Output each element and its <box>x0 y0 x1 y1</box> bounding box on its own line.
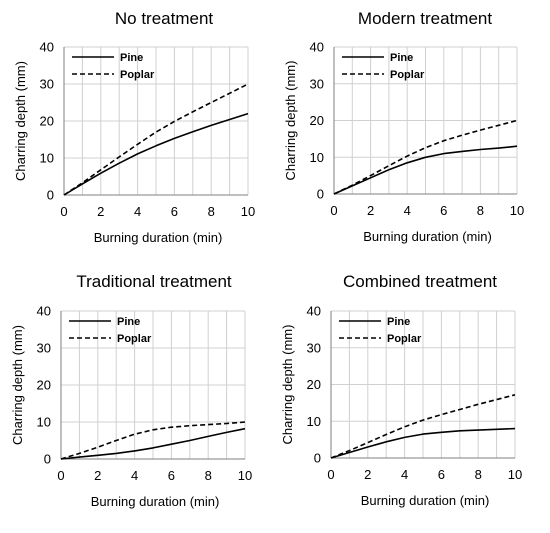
y-tick-label: 30 <box>310 76 324 91</box>
x-tick-label: 0 <box>330 203 337 218</box>
legend-label-pine: Pine <box>390 52 413 64</box>
y-tick-label: 20 <box>37 378 51 393</box>
y-tick-label: 0 <box>314 451 321 466</box>
x-tick-label: 8 <box>208 204 215 219</box>
chart-panel-4: 0 10 20 30 40 0 2 4 6 8 10 Pine Poplar Combined treat… <box>280 272 522 508</box>
x-tick-label: 10 <box>510 203 524 218</box>
x-tick-label: 2 <box>94 468 101 483</box>
x-tick-label: 2 <box>97 204 104 219</box>
x-tick-label: 6 <box>438 467 445 482</box>
x-tick-label: 4 <box>401 467 408 482</box>
x-tick-label: 6 <box>168 468 175 483</box>
y-tick-label: 10 <box>307 414 321 429</box>
y-tick-label: 30 <box>307 340 321 355</box>
series-line-pine <box>60 427 246 460</box>
x-tick-label: 0 <box>60 204 67 219</box>
series-line-poplar <box>333 119 518 195</box>
legend-label-pine: Pine <box>387 316 410 328</box>
y-tick-label: 10 <box>37 415 51 430</box>
chart-panel-2: 0 10 20 30 40 0 2 4 6 8 10 Pine Poplar Modern treatme… <box>283 9 524 244</box>
y-tick-label: 40 <box>310 40 324 55</box>
x-tick-label: 6 <box>440 203 447 218</box>
x-tick-label: 10 <box>238 468 252 483</box>
y-axis-title: Charring depth (mm) <box>10 325 25 445</box>
legend-label-pine: Pine <box>120 52 143 64</box>
legend-label-poplar: Poplar <box>387 333 422 345</box>
x-tick-label: 4 <box>134 204 141 219</box>
y-axis-title: Charring depth (mm) <box>13 61 28 181</box>
x-axis-title: Burning duration (min) <box>363 229 492 244</box>
y-tick-label: 40 <box>40 40 54 55</box>
legend-label-poplar: Poplar <box>117 333 152 345</box>
y-tick-label: 30 <box>37 341 51 356</box>
legend-label-pine: Pine <box>117 316 140 328</box>
y-tick-label: 0 <box>317 187 324 202</box>
y-axis-title: Charring depth (mm) <box>280 325 295 445</box>
y-axis-title: Charring depth (mm) <box>283 61 298 181</box>
x-axis-title: Burning duration (min) <box>91 494 220 509</box>
panel-title: Combined treatment <box>343 272 497 291</box>
x-tick-label: 10 <box>241 204 255 219</box>
chart-panel-1: 0 10 20 30 40 0 2 4 6 8 10 Pine Poplar No treatment Bu… <box>13 9 255 245</box>
y-tick-label: 20 <box>307 377 321 392</box>
y-tick-label: 10 <box>310 150 324 165</box>
y-tick-label: 30 <box>40 77 54 92</box>
x-tick-label: 8 <box>477 203 484 218</box>
legend-label-poplar: Poplar <box>120 69 155 81</box>
series-line-poplar <box>60 421 246 460</box>
panel-title: Modern treatment <box>358 9 492 28</box>
x-tick-label: 2 <box>367 203 374 218</box>
series-line-poplar <box>330 394 516 459</box>
x-tick-label: 0 <box>327 467 334 482</box>
x-tick-label: 4 <box>131 468 138 483</box>
y-tick-label: 0 <box>47 188 54 203</box>
x-axis-title: Burning duration (min) <box>94 230 223 245</box>
series-line-pine <box>63 112 249 196</box>
y-tick-label: 20 <box>40 114 54 129</box>
panel-title: Traditional treatment <box>76 272 232 291</box>
panel-title: No treatment <box>115 9 214 28</box>
legend-label-poplar: Poplar <box>390 69 425 81</box>
y-tick-label: 20 <box>310 113 324 128</box>
x-tick-label: 2 <box>364 467 371 482</box>
x-tick-label: 8 <box>475 467 482 482</box>
x-tick-label: 8 <box>205 468 212 483</box>
x-tick-label: 10 <box>508 467 522 482</box>
y-tick-label: 40 <box>307 304 321 319</box>
y-tick-label: 10 <box>40 151 54 166</box>
series-line-pine <box>333 145 518 195</box>
chart-panel-3: 0 10 20 30 40 0 2 4 6 8 10 Pine Poplar Traditional tr… <box>10 272 252 509</box>
y-tick-label: 0 <box>44 452 51 467</box>
x-tick-label: 0 <box>57 468 64 483</box>
x-tick-label: 6 <box>171 204 178 219</box>
x-axis-title: Burning duration (min) <box>361 493 490 508</box>
y-tick-label: 40 <box>37 304 51 319</box>
x-tick-label: 4 <box>404 203 411 218</box>
series-line-pine <box>330 427 516 459</box>
series-line-poplar <box>63 83 249 196</box>
